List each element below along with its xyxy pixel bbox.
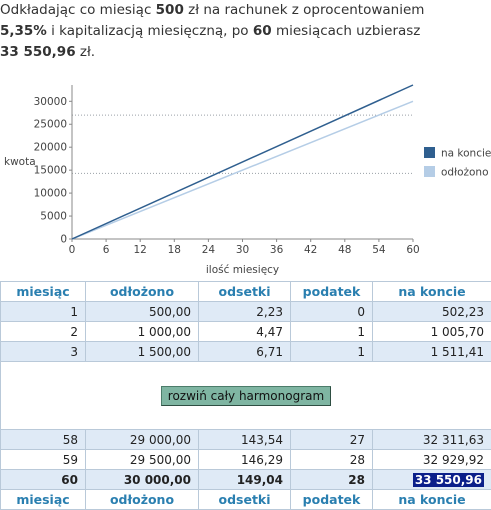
x-tick-label: 36: [270, 244, 284, 256]
col-header-interest[interactable]: odsetki: [199, 282, 291, 302]
cell-month: 1: [1, 302, 86, 322]
cell-interest: 6,71: [199, 342, 291, 362]
col-header-tax[interactable]: podatek: [291, 282, 373, 302]
cell-saved: 500,00: [86, 302, 199, 322]
cell-tax: 0: [291, 302, 373, 322]
expand-row: rozwiń cały harmonogram: [1, 362, 491, 430]
x-tick-label: 0: [69, 244, 76, 256]
col-footer-tax: podatek: [291, 490, 373, 510]
summary-text: zł na rachunek z oprocentowaniem: [184, 2, 425, 18]
y-tick-label: 10000: [34, 188, 67, 200]
x-tick-label: 42: [304, 244, 317, 256]
cell-tax: 28: [291, 470, 373, 490]
cell-month: 60: [1, 470, 86, 490]
savings-chart-svg: 0 5000 10000 15000 20000 25000 30000 0 6 12 18 24 30…: [0, 78, 491, 278]
col-header-saved[interactable]: odłożono: [86, 282, 199, 302]
x-tick-label: 12: [134, 244, 147, 256]
table-row: 3 1 500,00 6,71 1 1 511,41: [1, 342, 491, 362]
y-tick-label: 5000: [40, 211, 67, 223]
cell-balance: 1 005,70: [373, 322, 491, 342]
final-balance-highlight[interactable]: 33 550,96: [413, 473, 484, 487]
x-tick-label: 54: [372, 244, 386, 256]
x-tick-label: 48: [338, 244, 351, 256]
cell-saved: 1 000,00: [86, 322, 199, 342]
summary-text: zł.: [76, 44, 96, 60]
table-row-final: 60 30 000,00 149,04 28 33 550,96: [1, 470, 491, 490]
expand-schedule-button[interactable]: rozwiń cały harmonogram: [161, 386, 331, 406]
result-summary: Odkładając co miesiąc 500 zł na rachunek…: [0, 0, 491, 63]
table-row: 59 29 500,00 146,29 28 32 929,92: [1, 450, 491, 470]
summary-text: i kapitalizacją miesięczną, po: [47, 23, 253, 39]
cell-balance: 32 311,63: [373, 430, 491, 450]
table-footer-row: miesiąc odłożono odsetki podatek na konc…: [1, 490, 491, 510]
cell-balance: 32 929,92: [373, 450, 491, 470]
col-footer-interest: odsetki: [199, 490, 291, 510]
y-axis-label: kwota: [4, 156, 36, 168]
x-tick-label: 30: [236, 244, 249, 256]
cell-saved: 1 500,00: [86, 342, 199, 362]
table-row: 58 29 000,00 143,54 27 32 311,63: [1, 430, 491, 450]
monthly-amount: 500: [156, 2, 184, 18]
cell-interest: 149,04: [199, 470, 291, 490]
summary-text: Odkładając co miesiąc: [0, 2, 156, 18]
cell-interest: 4,47: [199, 322, 291, 342]
y-tick-label: 15000: [34, 165, 67, 177]
col-footer-saved: odłożono: [86, 490, 199, 510]
y-tick-label: 25000: [34, 119, 67, 131]
summary-text: miesiącach uzbierasz: [272, 23, 421, 39]
legend-swatch: [424, 166, 435, 177]
cell-balance: 502,23: [373, 302, 491, 322]
series-line: [72, 85, 413, 239]
col-footer-balance: na koncie: [373, 490, 491, 510]
cell-month: 58: [1, 430, 86, 450]
x-tick-label: 6: [103, 244, 110, 256]
legend-label: na koncie: [441, 148, 491, 160]
x-tick-label: 24: [202, 244, 216, 256]
col-header-month[interactable]: miesiąc: [1, 282, 86, 302]
schedule-table: miesiąc odłożono odsetki podatek na konc…: [0, 281, 491, 510]
x-tick-label: 60: [406, 244, 419, 256]
cell-saved: 30 000,00: [86, 470, 199, 490]
cell-saved: 29 500,00: [86, 450, 199, 470]
series-line: [72, 101, 413, 239]
legend-swatch: [424, 147, 435, 158]
cell-interest: 143,54: [199, 430, 291, 450]
x-tick-label: 18: [168, 244, 181, 256]
expand-cell: rozwiń cały harmonogram: [1, 362, 491, 430]
total-amount: 33 550,96: [0, 44, 76, 60]
cell-month: 2: [1, 322, 86, 342]
months-count: 60: [253, 23, 272, 39]
cell-tax: 27: [291, 430, 373, 450]
legend-label: odłożono: [441, 167, 489, 179]
cell-saved: 29 000,00: [86, 430, 199, 450]
cell-month: 59: [1, 450, 86, 470]
cell-balance: 1 511,41: [373, 342, 491, 362]
col-footer-month: miesiąc: [1, 490, 86, 510]
savings-chart: 0 5000 10000 15000 20000 25000 30000 0 6 12 18 24 30…: [0, 78, 491, 278]
cell-tax: 1: [291, 322, 373, 342]
cell-interest: 146,29: [199, 450, 291, 470]
table-header-row: miesiąc odłożono odsetki podatek na konc…: [1, 282, 491, 302]
x-axis-label: ilość miesięcy: [206, 264, 279, 276]
y-tick-label: 0: [60, 234, 67, 246]
cell-balance: 33 550,96: [373, 470, 491, 490]
col-header-balance[interactable]: na koncie: [373, 282, 491, 302]
cell-interest: 2,23: [199, 302, 291, 322]
table-row: 2 1 000,00 4,47 1 1 005,70: [1, 322, 491, 342]
cell-tax: 1: [291, 342, 373, 362]
cell-tax: 28: [291, 450, 373, 470]
table-row: 1 500,00 2,23 0 502,23: [1, 302, 491, 322]
y-tick-label: 30000: [34, 96, 67, 108]
interest-rate: 5,35%: [0, 23, 47, 39]
y-tick-label: 20000: [34, 142, 67, 154]
cell-month: 3: [1, 342, 86, 362]
